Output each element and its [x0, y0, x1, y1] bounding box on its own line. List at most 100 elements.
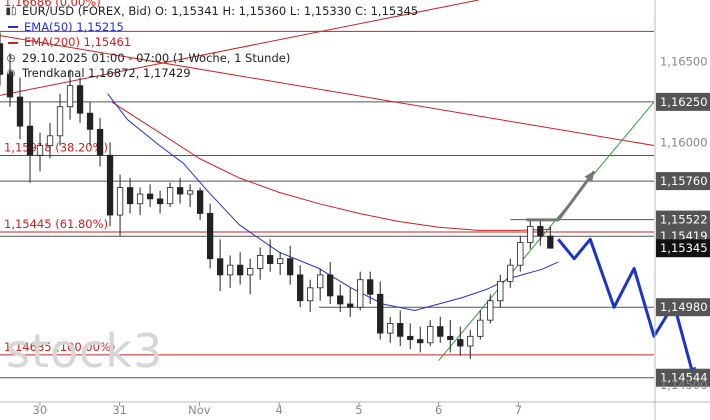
- candle-body: [106, 154, 114, 216]
- candle-body: [116, 187, 124, 216]
- candle-body: [86, 112, 94, 130]
- candle-body: [347, 303, 354, 308]
- fib-level-label: 1,14685 (100.00%): [4, 340, 115, 354]
- candle-body: [206, 213, 214, 260]
- candle-body: [186, 190, 194, 195]
- watermark-logo: stock3: [6, 324, 164, 378]
- y-tick-label: 1,16500: [660, 54, 708, 68]
- candle-body: [246, 268, 254, 276]
- candle-body: [256, 255, 264, 269]
- candlesticks: [0, 32, 554, 359]
- fib-level-label: 1,15918 (38.20%): [4, 141, 108, 155]
- price-tag-label: 1,14980: [660, 300, 708, 314]
- price-tag-box: [656, 368, 710, 387]
- x-tick-label: 31: [112, 403, 127, 417]
- x-tick-label: 7: [515, 403, 522, 417]
- price-tag-label: 1,16250: [660, 95, 708, 109]
- candle-body: [166, 187, 174, 205]
- candle-body: [427, 326, 434, 344]
- x-tick-label: 30: [33, 403, 48, 417]
- price-tag-label: 1,15760: [660, 174, 708, 188]
- price-tag-label: 1,14544: [660, 371, 708, 385]
- candle-body: [76, 85, 84, 114]
- ema200-line: [111, 101, 551, 231]
- horizontal-levels: 1,15918 (38.20%) 1,15445 (61.80%) 1,14685 …: [0, 0, 654, 379]
- candle-body: [36, 145, 44, 156]
- candle-body: [146, 193, 154, 200]
- ema200-swatch: [8, 41, 18, 44]
- price-axis: 1,162501,157601,155221,154191,149801,145…: [654, 0, 710, 420]
- candle-body: [527, 225, 534, 243]
- candlestick-icon: ▮▯: [5, 6, 17, 17]
- candle-body: [307, 287, 314, 302]
- chart-legend: ▮▯ EUR/USD (FOREX, Bid) O: 1,15341 H: 1,…: [4, 4, 418, 82]
- candle-body: [16, 96, 24, 127]
- channel-lower-line: [0, 35, 655, 146]
- candle-body: [26, 125, 34, 156]
- y-tick-label: 1,14500: [660, 378, 708, 392]
- legend-ohlc: O: 1,15341 H: 1,15360 L: 1,15330 C: 1,15…: [154, 4, 419, 18]
- candle-body: [477, 319, 484, 337]
- candle-body: [66, 85, 74, 108]
- fib-top-label: 1,16686 (0.00%): [4, 0, 101, 9]
- candle-body: [46, 135, 54, 146]
- candle-body: [497, 280, 504, 302]
- legend-channel-row: ◉ Trendkanal 1,16872, 1,17429: [4, 66, 418, 82]
- candle-body: [547, 235, 554, 249]
- candle-body: [447, 335, 454, 340]
- candle-body: [357, 279, 364, 308]
- candle-body: [287, 258, 294, 276]
- x-tick-label: 6: [435, 403, 442, 417]
- candle-body: [226, 264, 234, 276]
- candle-body: [136, 193, 144, 205]
- time-axis: 30 31 Nov 4 5 6 7: [0, 401, 710, 417]
- candle-body: [176, 187, 184, 195]
- candle-body: [317, 274, 324, 289]
- x-tick-label: 4: [275, 403, 282, 417]
- legend-ohlc-row: ▮▯ EUR/USD (FOREX, Bid) O: 1,15341 H: 1,…: [4, 4, 418, 20]
- legend-period: 29.10.2025 01:00 - 07:00 (1 Woche, 1 Stu…: [22, 50, 291, 65]
- target-icon: ◉: [6, 68, 16, 79]
- candle-body: [337, 295, 344, 305]
- current-price-box: [656, 239, 710, 258]
- y-tick-label: 1,16000: [660, 135, 708, 149]
- candle-body: [216, 258, 224, 276]
- candle-body: [56, 106, 64, 137]
- price-tag-box: [656, 298, 710, 317]
- candle-body: [367, 279, 374, 295]
- clock-icon: ◷: [6, 52, 16, 64]
- legend-ema50: EMA(50) 1,15215: [24, 19, 124, 34]
- candle-body: [0, 43, 4, 75]
- candle-body: [156, 198, 164, 205]
- candle-body: [6, 73, 14, 98]
- candle-body: [387, 322, 394, 334]
- candle-body: [96, 128, 104, 156]
- x-tick-label: Nov: [188, 403, 211, 417]
- candle-body: [437, 326, 444, 337]
- grey-arrow-head: [584, 171, 595, 183]
- current-price-label: 1,15345: [660, 241, 708, 255]
- candle-body: [457, 339, 464, 347]
- legend-channel: Trendkanal 1,16872, 1,17429: [22, 66, 191, 80]
- candle-body: [277, 258, 284, 264]
- candle-body: [327, 274, 334, 297]
- ema50-swatch: [8, 26, 18, 29]
- legend-instrument: EUR/USD (FOREX, Bid): [22, 4, 152, 18]
- candle-body: [407, 335, 414, 340]
- candle-body: [517, 242, 524, 266]
- price-tag-box: [656, 172, 710, 191]
- candle-body: [487, 300, 494, 321]
- candle-body: [417, 339, 424, 344]
- legend-period-row: ◷ 29.10.2025 01:00 - 07:00 (1 Woche, 1 S…: [4, 51, 418, 67]
- fib-level-label: 1,15445 (61.80%): [4, 217, 108, 231]
- candle-body: [507, 264, 514, 282]
- candle-body: [467, 335, 474, 347]
- candle-body: [267, 255, 274, 264]
- legend-ema200-row: EMA(200) 1,15461: [4, 35, 418, 51]
- price-tag-label: 1,15522: [660, 213, 708, 227]
- candle-body: [126, 187, 134, 205]
- legend-ema50-row: EMA(50) 1,15215: [4, 20, 418, 36]
- trendline-green: [438, 101, 655, 361]
- price-tag-box: [656, 92, 710, 111]
